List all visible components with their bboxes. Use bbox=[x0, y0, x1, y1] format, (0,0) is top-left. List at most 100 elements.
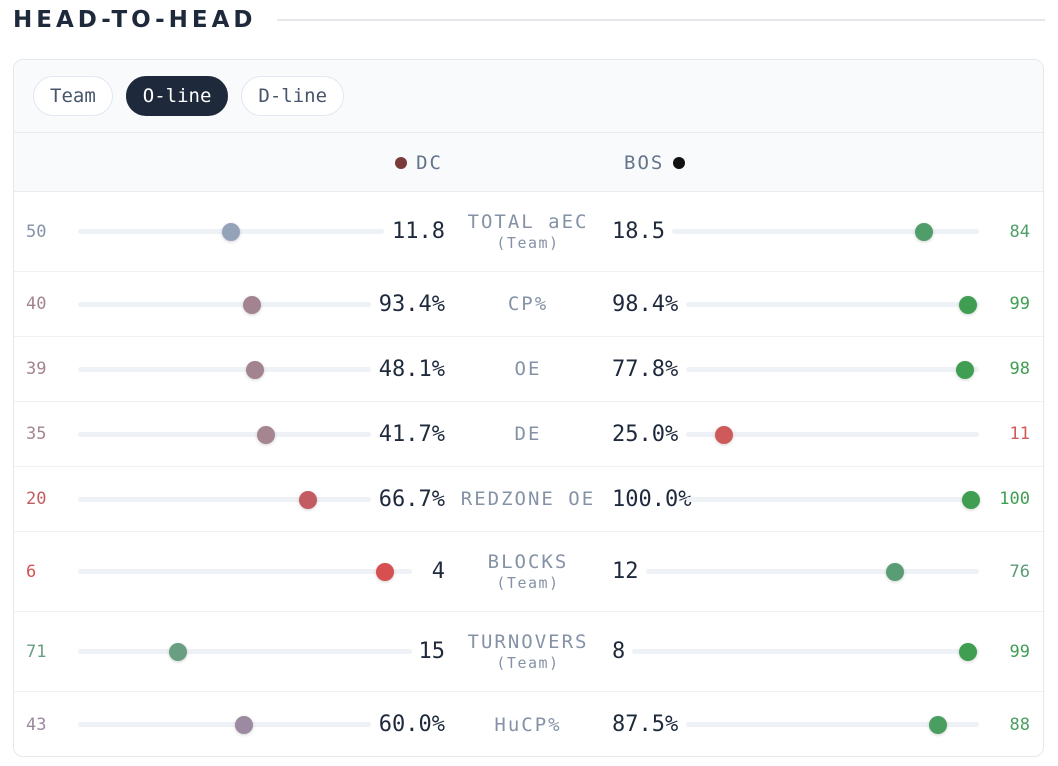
stat-label: REDZONE OE bbox=[446, 467, 610, 531]
stat-name: HuCP% bbox=[494, 713, 562, 736]
team-left-dot-icon bbox=[395, 156, 408, 169]
left-percentile: 43 bbox=[26, 714, 47, 735]
right-value: 8 bbox=[612, 639, 626, 664]
left-value: 4 bbox=[431, 559, 445, 584]
team-left: DC bbox=[395, 133, 443, 192]
left-percentile: 20 bbox=[26, 489, 47, 509]
left-marker bbox=[243, 296, 262, 314]
left-marker bbox=[222, 223, 240, 241]
stat-row: 6 4 BLOCKS (Team) 12 76 bbox=[14, 532, 1043, 612]
team-right-name: BOS bbox=[624, 151, 665, 174]
team-right: BOS bbox=[624, 133, 686, 192]
right-track bbox=[686, 432, 979, 437]
right-marker bbox=[958, 643, 977, 661]
right-track bbox=[686, 367, 979, 372]
left-marker bbox=[298, 491, 317, 509]
right-percentile: 99 bbox=[1009, 641, 1030, 662]
left-track bbox=[78, 497, 371, 502]
right-percentile: 76 bbox=[1009, 561, 1030, 582]
right-value: 87.5% bbox=[612, 712, 679, 737]
right-value: 77.8% bbox=[612, 356, 679, 382]
section-rule bbox=[276, 19, 1045, 21]
team-right-dot-icon bbox=[673, 156, 686, 169]
stat-scope: (Team) bbox=[496, 654, 560, 672]
stat-row: 40 93.4% CP% 98.4% 99 bbox=[14, 272, 1043, 337]
left-percentile: 39 bbox=[26, 359, 47, 379]
right-percentile: 100 bbox=[999, 489, 1030, 509]
stat-label: BLOCKS (Team) bbox=[446, 532, 610, 611]
left-track bbox=[78, 722, 371, 727]
left-percentile: 35 bbox=[26, 424, 47, 444]
stat-label: OE bbox=[446, 337, 610, 401]
right-track bbox=[686, 722, 979, 727]
left-value: 11.8 bbox=[392, 219, 445, 244]
left-marker bbox=[257, 426, 276, 444]
stat-row: 50 11.8 TOTAL aEC (Team) 18.5 84 bbox=[14, 192, 1043, 272]
left-track bbox=[78, 649, 412, 654]
right-marker bbox=[959, 296, 978, 314]
right-marker bbox=[956, 361, 975, 379]
left-value: 15 bbox=[418, 639, 446, 664]
stat-label: TURNOVERS (Team) bbox=[446, 612, 610, 691]
team-left-name: DC bbox=[416, 151, 443, 174]
stat-scope: (Team) bbox=[496, 234, 560, 252]
right-value: 18.5 bbox=[612, 219, 665, 244]
right-value: 25.0% bbox=[612, 421, 679, 447]
left-marker bbox=[234, 716, 253, 734]
tab-d-line[interactable]: D-line bbox=[241, 76, 345, 116]
stat-row: 39 48.1% OE 77.8% 98 bbox=[14, 337, 1043, 402]
left-track bbox=[78, 367, 371, 372]
right-percentile: 11 bbox=[1009, 424, 1030, 444]
right-percentile: 88 bbox=[1009, 714, 1030, 735]
left-percentile: 50 bbox=[26, 221, 47, 242]
stat-name: REDZONE OE bbox=[460, 488, 596, 510]
stat-row: 20 66.7% REDZONE OE 100.0% 100 bbox=[14, 467, 1043, 532]
right-marker bbox=[928, 716, 947, 734]
left-value: 48.1% bbox=[378, 356, 445, 382]
left-value: 66.7% bbox=[378, 486, 445, 512]
head-to-head-card: Team O-line D-line DC BOS 50 11.8 TOTAL aE… bbox=[13, 59, 1044, 757]
teams-header: DC BOS bbox=[14, 133, 1043, 192]
stat-rows: 50 11.8 TOTAL aEC (Team) 18.5 84 40 93.4% CP% 98.… bbox=[14, 192, 1043, 756]
left-marker bbox=[375, 563, 394, 581]
left-value: 41.7% bbox=[378, 421, 445, 447]
right-track bbox=[686, 302, 979, 307]
stat-name: TURNOVERS bbox=[467, 631, 589, 653]
right-marker bbox=[885, 563, 904, 581]
stat-scope: (Team) bbox=[496, 574, 560, 592]
right-track bbox=[646, 569, 979, 574]
left-track bbox=[78, 569, 412, 574]
stat-label: CP% bbox=[446, 272, 610, 336]
tab-team[interactable]: Team bbox=[33, 76, 113, 116]
stat-label: HuCP% bbox=[446, 692, 610, 756]
stat-name: DE bbox=[514, 423, 542, 445]
tab-o-line[interactable]: O-line bbox=[125, 76, 229, 116]
right-value: 12 bbox=[612, 559, 639, 584]
left-value: 60.0% bbox=[378, 712, 445, 737]
stat-name: TOTAL aEC bbox=[467, 211, 589, 233]
stat-name: CP% bbox=[507, 293, 549, 315]
right-marker bbox=[715, 426, 734, 444]
right-percentile: 98 bbox=[1009, 359, 1030, 379]
right-marker bbox=[915, 223, 934, 241]
stat-row: 71 15 TURNOVERS (Team) 8 99 bbox=[14, 612, 1043, 692]
right-percentile: 99 bbox=[1009, 294, 1030, 314]
section-header: HEAD-TO-HEAD bbox=[13, 4, 1045, 36]
stat-label: DE bbox=[446, 402, 610, 466]
right-value: 98.4% bbox=[612, 291, 679, 317]
view-toggle: Team O-line D-line bbox=[14, 60, 1043, 133]
left-marker bbox=[245, 361, 264, 379]
section-title: HEAD-TO-HEAD bbox=[13, 7, 257, 33]
left-percentile: 6 bbox=[26, 561, 37, 582]
left-track bbox=[78, 432, 371, 437]
right-marker bbox=[962, 491, 980, 509]
stat-name: OE bbox=[514, 358, 542, 380]
stat-row: 35 41.7% DE 25.0% 11 bbox=[14, 402, 1043, 467]
stat-label: TOTAL aEC (Team) bbox=[446, 192, 610, 271]
left-value: 93.4% bbox=[378, 291, 445, 317]
left-track bbox=[78, 302, 371, 307]
right-track bbox=[686, 497, 979, 502]
right-value: 100.0% bbox=[612, 486, 692, 512]
right-percentile: 84 bbox=[1009, 221, 1030, 242]
left-percentile: 40 bbox=[26, 294, 47, 314]
